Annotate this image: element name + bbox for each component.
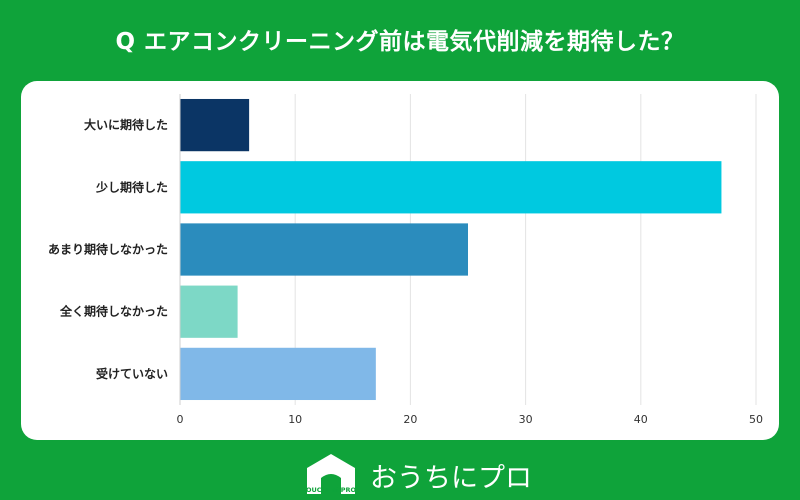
category-label: 受けていない xyxy=(96,366,168,381)
x-tick-label: 0 xyxy=(177,413,184,426)
category-label: あまり期待しなかった xyxy=(48,242,168,257)
x-tick-label: 50 xyxy=(749,413,763,426)
bar-chart: 0 10 20 30 40 50 大いに期待した少し期待したあまり期待しなかった全く期待しな… xyxy=(48,94,763,426)
brand-name: おうちにプロ xyxy=(370,463,532,494)
bar xyxy=(180,347,376,401)
x-tick-label: 10 xyxy=(288,413,302,426)
category-label: 大いに期待した xyxy=(84,117,168,132)
footer: OUCHI ni PRO おうちにプロ xyxy=(0,446,800,500)
bar xyxy=(180,285,238,338)
category-label: 少し期待した xyxy=(95,179,168,194)
x-tick-label: 40 xyxy=(634,413,648,426)
bar xyxy=(180,161,722,214)
house-logo-icon: OUCHI ni PRO xyxy=(306,454,357,494)
x-tick-label: 30 xyxy=(519,413,533,426)
chart-title: Q エアコンクリーニング前は電気代削減を期待した？ xyxy=(115,29,685,55)
logo-text: OUCHI ni PRO xyxy=(306,486,357,494)
x-tick-label: 20 xyxy=(403,413,417,426)
category-label: 全く期待しなかった xyxy=(59,304,168,319)
chart-card: 0 10 20 30 40 50 大いに期待した少し期待したあまり期待しなかった全く期待しな… xyxy=(21,81,779,440)
bar xyxy=(180,98,250,152)
bar xyxy=(180,223,468,276)
